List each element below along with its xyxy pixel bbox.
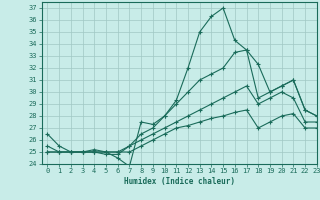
X-axis label: Humidex (Indice chaleur): Humidex (Indice chaleur) — [124, 177, 235, 186]
